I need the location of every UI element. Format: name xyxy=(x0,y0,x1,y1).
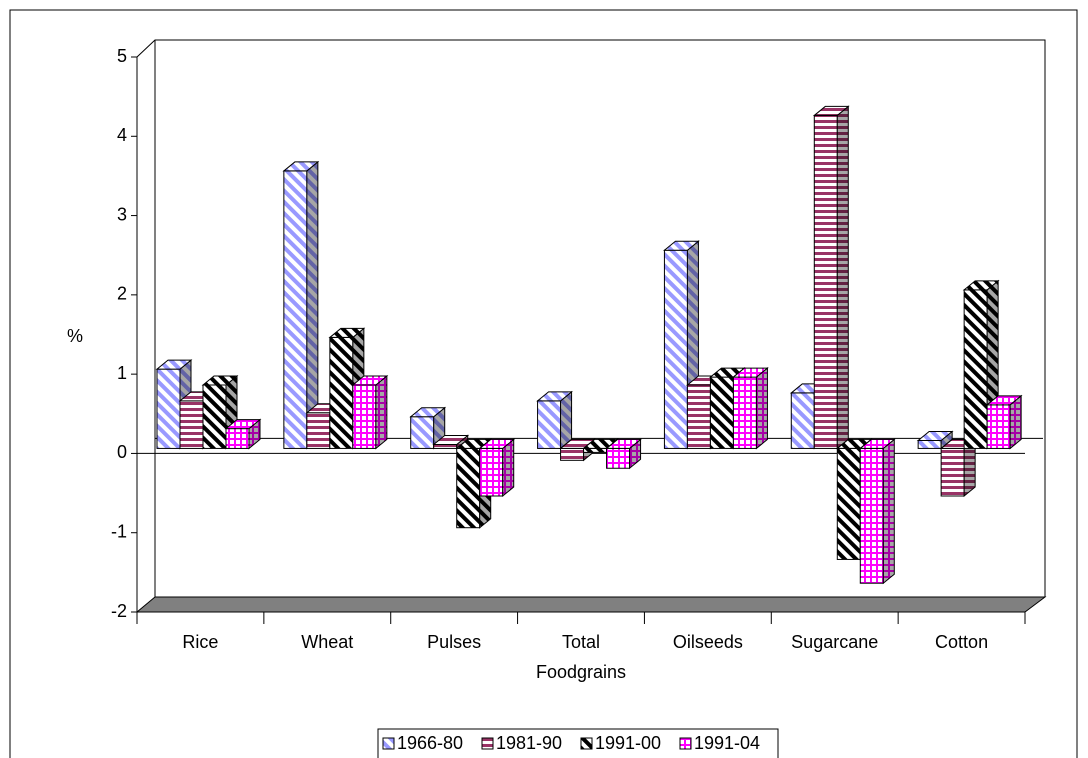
bar-top xyxy=(328,327,366,338)
floor xyxy=(135,596,1047,613)
bar-front xyxy=(560,447,585,461)
bar-front xyxy=(410,416,435,449)
bar xyxy=(282,160,320,450)
bar-top xyxy=(478,438,516,449)
bar-top xyxy=(536,391,573,402)
x-tick-label: Rice xyxy=(182,632,218,652)
bar-top xyxy=(962,280,1000,291)
bar-front xyxy=(433,443,458,449)
bar-front xyxy=(329,336,354,449)
bar-front xyxy=(813,114,838,449)
bar-top xyxy=(732,367,769,378)
bar-top xyxy=(812,105,850,116)
bar-front xyxy=(963,289,988,449)
bar-side xyxy=(375,374,388,450)
bar xyxy=(605,438,642,470)
bar xyxy=(224,418,262,450)
legend-swatch xyxy=(580,737,593,750)
bar-front xyxy=(709,376,734,449)
bar-front xyxy=(306,412,331,449)
y-tick-label: 5 xyxy=(117,46,127,66)
x-tick-label: Pulses xyxy=(427,632,481,652)
bar-front xyxy=(179,400,204,449)
bar xyxy=(536,390,573,450)
legend-label: 1991-00 xyxy=(595,733,661,753)
bar-top xyxy=(282,161,320,172)
bar-front xyxy=(986,404,1011,449)
x-tick-label: Oilseeds xyxy=(673,632,743,652)
y-axis-title: % xyxy=(67,326,83,346)
bar-side xyxy=(502,438,515,498)
bar-front xyxy=(606,447,631,469)
bar-top xyxy=(224,419,262,430)
y-tick-label: -1 xyxy=(111,521,127,541)
bar-top xyxy=(409,407,447,418)
y-tick-label: 1 xyxy=(117,363,127,383)
x-tick-label: Cotton xyxy=(935,632,988,652)
bar-front xyxy=(202,384,227,449)
bar xyxy=(812,105,850,450)
bar-top xyxy=(985,395,1023,406)
bar-front xyxy=(790,392,815,449)
bar-front xyxy=(456,447,481,529)
bar xyxy=(985,394,1023,450)
bar-front xyxy=(686,384,711,449)
legend-label: 1966-80 xyxy=(397,733,463,753)
y-tick-label: 3 xyxy=(117,204,127,224)
bar xyxy=(939,438,977,498)
legend-swatch xyxy=(679,737,692,750)
bar-front xyxy=(836,447,861,560)
y-tick-label: -2 xyxy=(111,601,127,621)
bar-top xyxy=(916,431,954,441)
plot-walls xyxy=(135,39,1047,613)
bar xyxy=(201,374,239,450)
bar-front xyxy=(537,400,562,449)
bar-front xyxy=(583,447,608,453)
y-tick-label: 2 xyxy=(117,284,127,304)
x-tick-label: Wheat xyxy=(301,632,353,652)
y-tick-label: 0 xyxy=(117,442,127,462)
bar xyxy=(478,438,516,498)
bar-top xyxy=(605,438,642,449)
legend-swatch xyxy=(481,737,494,750)
bar-front xyxy=(283,170,308,449)
x-tick-label: Total Foodgrains xyxy=(536,632,626,682)
y-tick-label: 4 xyxy=(117,125,127,145)
bar-top xyxy=(155,359,193,370)
bar xyxy=(732,367,769,450)
bar-front xyxy=(732,376,757,449)
bar xyxy=(916,430,954,450)
bar-front xyxy=(917,440,942,449)
bar-front xyxy=(859,447,884,584)
bar-top xyxy=(432,434,470,445)
legend-box xyxy=(377,728,779,758)
bar-side xyxy=(882,438,895,585)
bar-top xyxy=(663,240,700,251)
bar-side xyxy=(755,367,768,450)
bar-top xyxy=(351,375,389,386)
bar-front xyxy=(663,249,688,449)
legend-swatch xyxy=(382,737,395,750)
legend-label: 1991-04 xyxy=(694,733,760,753)
bar-front xyxy=(940,447,965,497)
bar xyxy=(351,374,389,450)
bar-front xyxy=(352,384,377,449)
bar-front xyxy=(225,428,250,449)
bar-side xyxy=(560,390,573,450)
x-tick-label: Sugarcane xyxy=(791,632,878,652)
bar-side xyxy=(836,105,849,450)
bar-front xyxy=(479,447,504,497)
bar-top xyxy=(858,438,896,449)
bar-front xyxy=(156,368,181,449)
bar-top xyxy=(201,375,239,386)
bar xyxy=(858,438,896,585)
legend-label: 1981-90 xyxy=(496,733,562,753)
